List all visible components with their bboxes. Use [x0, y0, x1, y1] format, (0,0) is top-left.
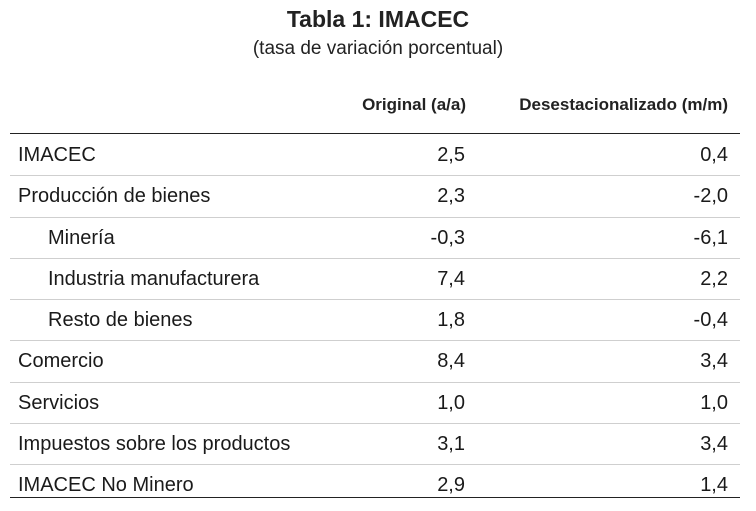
row-label: Servicios [18, 391, 100, 414]
row-original-value: 2,9 [437, 474, 465, 497]
row-desest-value: -0,4 [693, 309, 728, 332]
row-original-value: 7,4 [437, 267, 465, 290]
table-row: Producción de bienes 2,3 -2,0 [10, 176, 740, 218]
table-row: Resto de bienes 1,8 -0,4 [10, 300, 740, 342]
row-desest-value: -2,0 [693, 185, 728, 208]
row-label: Impuestos sobre los productos [18, 433, 291, 456]
row-original-value: 8,4 [437, 350, 465, 373]
table-bottom-rule [10, 497, 740, 498]
row-desest-value: 2,2 [700, 267, 728, 290]
row-label: Industria manufacturera [48, 267, 260, 290]
column-header-desestacionalizado: Desestacionalizado (m/m) [519, 95, 728, 114]
table-row: Comercio 8,4 3,4 [10, 341, 740, 383]
row-label: Minería [48, 226, 115, 249]
table-top-rule [10, 133, 740, 134]
row-desest-value: 1,0 [700, 391, 728, 414]
row-label: IMACEC No Minero [18, 474, 194, 497]
table-row: IMACEC No Minero 2,9 1,4 [10, 465, 740, 505]
table-row: Impuestos sobre los productos 3,1 3,4 [10, 424, 740, 466]
row-original-value: -0,3 [430, 226, 465, 249]
row-original-value: 1,8 [437, 309, 465, 332]
table-row: Industria manufacturera 7,4 2,2 [10, 259, 740, 301]
row-label: Producción de bienes [18, 185, 211, 208]
row-original-value: 2,5 [437, 144, 465, 166]
row-label: Resto de bienes [48, 309, 193, 332]
table-title: Tabla 1: IMACEC [286, 6, 470, 32]
table-row: IMACEC 2,5 0,4 [10, 135, 740, 177]
table-row: Minería -0,3 -6,1 [10, 218, 740, 259]
row-label: IMACEC [18, 144, 96, 166]
row-original-value: 1,0 [437, 391, 465, 414]
row-original-value: 2,3 [437, 185, 465, 208]
row-desest-value: -6,1 [693, 226, 728, 249]
table-row: Servicios 1,0 1,0 [10, 383, 740, 425]
row-desest-value: 3,4 [700, 350, 728, 373]
row-original-value: 3,1 [437, 433, 465, 456]
table-subtitle: (tasa de variación porcentual) [252, 38, 504, 59]
row-label: Comercio [18, 350, 104, 373]
row-desest-value: 1,4 [700, 474, 728, 497]
table-body: IMACEC 2,5 0,4 Producción de bienes 2,3 … [10, 135, 740, 506]
row-desest-value: 0,4 [700, 144, 728, 166]
column-header-original: Original (a/a) [362, 95, 466, 114]
row-desest-value: 3,4 [700, 433, 728, 456]
